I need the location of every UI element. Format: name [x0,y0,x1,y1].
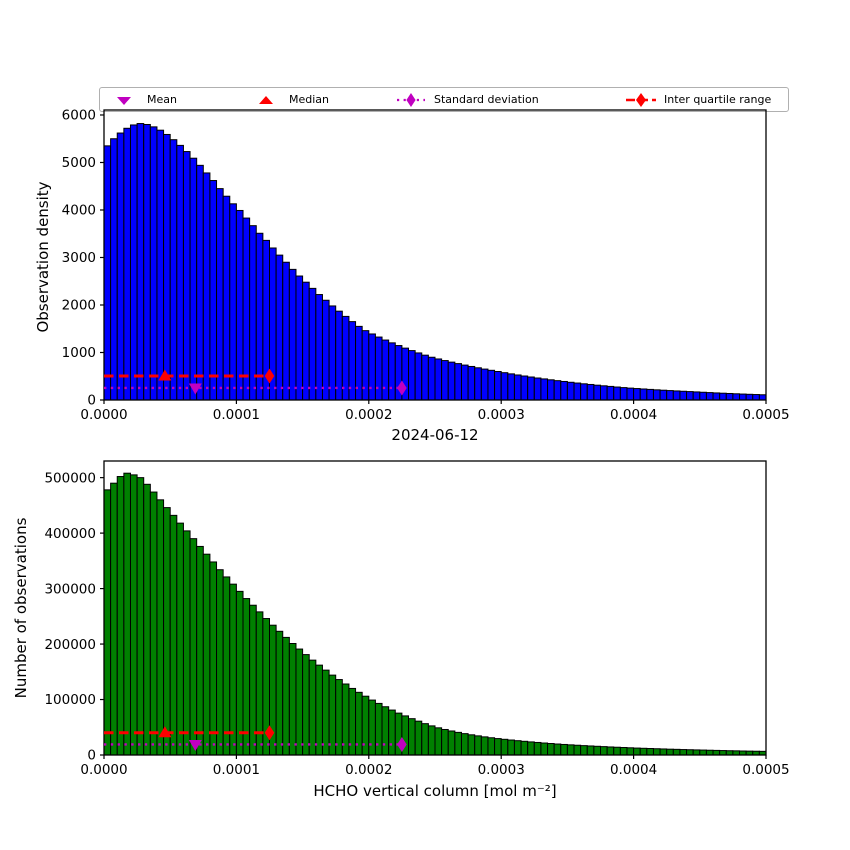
x-tick-label: 0.0000 [80,762,127,778]
iqr-diamond-dashed-icon [626,92,656,107]
y-tick-label: 0 [87,393,96,409]
legend-entry-mean: Mean [108,88,177,111]
x-tick-label: 0.0004 [610,762,657,778]
x-tick-label: 0.0001 [213,762,260,778]
x-axis-label: HCHO vertical column [mol m⁻²] [313,782,557,800]
bottom-y-axis-label: Number of observations [12,517,30,699]
legend-label-median: Median [289,93,330,106]
histogram-bars [103,123,767,401]
y-tick-label: 4000 [62,203,96,219]
axes-frame [103,460,767,756]
legend-entry-iqr: Inter quartile range [625,88,771,111]
statistic-markers [104,725,407,752]
mean-marker [188,383,202,395]
std-deviation-diamond-dotted-icon [397,92,425,107]
mean-marker [188,739,202,751]
legend-label-iqr: Inter quartile range [664,93,772,106]
top-y-axis-label: Observation density [34,181,52,333]
statistic-markers [104,368,407,396]
y-tick-label: 0 [87,748,96,764]
y-tick-label: 500000 [44,470,96,486]
y-tick-label: 3000 [62,250,96,266]
y-tick-label: 100000 [44,692,96,708]
mean-triangle-down-icon [117,96,131,105]
x-tick-label: 0.0003 [478,762,525,778]
x-tick-label: 0.0005 [742,407,789,423]
y-tick-label: 2000 [62,298,96,314]
legend-label-std: Standard deviation [434,93,539,106]
iqr-marker [264,368,275,384]
y-tick-label: 5000 [62,155,96,171]
axis-ticks: 0.0000 0.0001 0.0002 0.0003 0.0004 0.0005 0 100… [44,470,789,778]
x-tick-label: 0.0004 [610,407,657,423]
y-tick-label: 200000 [44,637,96,653]
top-histogram-observation-density: 0.0000 0.0001 0.0002 0.0003 0.0004 0.0005 0 100… [62,108,790,423]
y-tick-label: 400000 [44,526,96,542]
legend-label-mean: Mean [147,93,177,106]
std-deviation-marker [397,736,407,752]
legend-entry-std: Standard deviation [395,88,539,111]
x-tick-label: 0.0003 [478,407,525,423]
axes-frame [103,109,767,401]
median-marker [158,726,172,738]
y-tick-label: 300000 [44,581,96,597]
bottom-histogram-number-of-observations: 0.0000 0.0001 0.0002 0.0003 0.0004 0.0005 0 100… [44,460,790,778]
legend-entry-median: Median [250,88,329,111]
std-deviation-marker [397,380,407,396]
x-tick-label: 0.0001 [213,407,260,423]
y-tick-label: 1000 [62,345,96,361]
median-marker [158,369,172,381]
x-tick-label: 0.0000 [80,407,127,423]
x-tick-label: 0.0002 [345,407,392,423]
median-triangle-up-icon [259,95,273,104]
y-tick-label: 6000 [62,108,96,124]
legend: Mean Median Standard deviation Inter qua… [99,87,789,112]
histogram-bars [103,472,767,756]
plot-title: 2024-06-12 [391,426,479,444]
axis-ticks: 0.0000 0.0001 0.0002 0.0003 0.0004 0.0005 0 100… [62,108,790,423]
x-tick-label: 0.0005 [742,762,789,778]
x-tick-label: 0.0002 [345,762,392,778]
iqr-marker [264,725,275,741]
